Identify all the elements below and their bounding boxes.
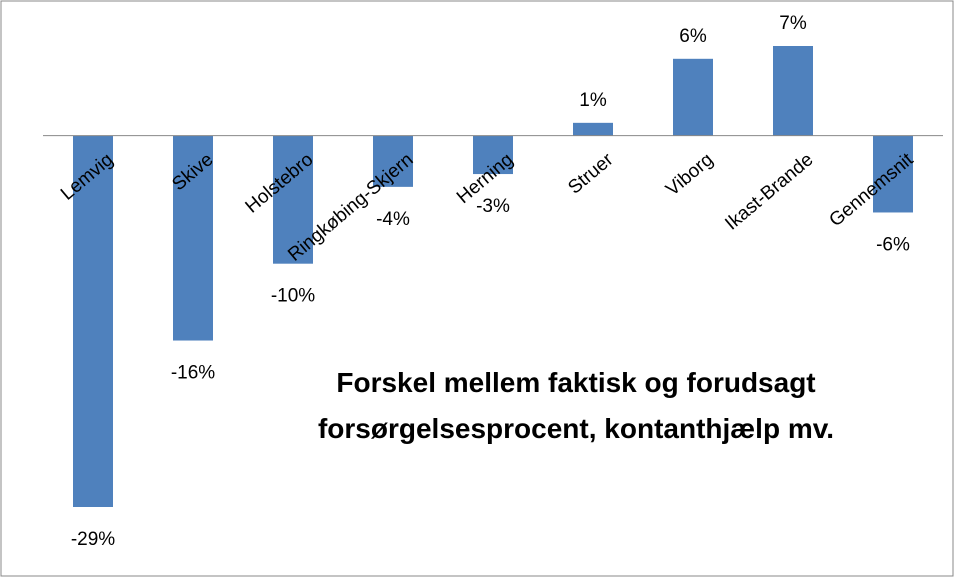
bar xyxy=(273,135,313,264)
value-label: -4% xyxy=(376,209,410,230)
bar xyxy=(673,58,713,136)
chart-title: Forskel mellem faktisk og forudsagt fors… xyxy=(317,367,835,444)
bar xyxy=(373,135,413,187)
bar xyxy=(73,135,113,507)
value-label: -3% xyxy=(476,196,510,217)
value-label: -6% xyxy=(876,234,910,255)
bar xyxy=(173,135,213,341)
bar xyxy=(873,135,913,213)
bar xyxy=(573,122,613,136)
value-label: -16% xyxy=(171,363,215,384)
value-label: 7% xyxy=(779,13,807,34)
bar xyxy=(773,46,813,136)
value-label: -29% xyxy=(71,529,115,550)
value-label: 6% xyxy=(679,26,707,47)
value-label: 1% xyxy=(579,90,607,111)
value-label: -10% xyxy=(271,286,315,307)
bar xyxy=(473,135,513,175)
